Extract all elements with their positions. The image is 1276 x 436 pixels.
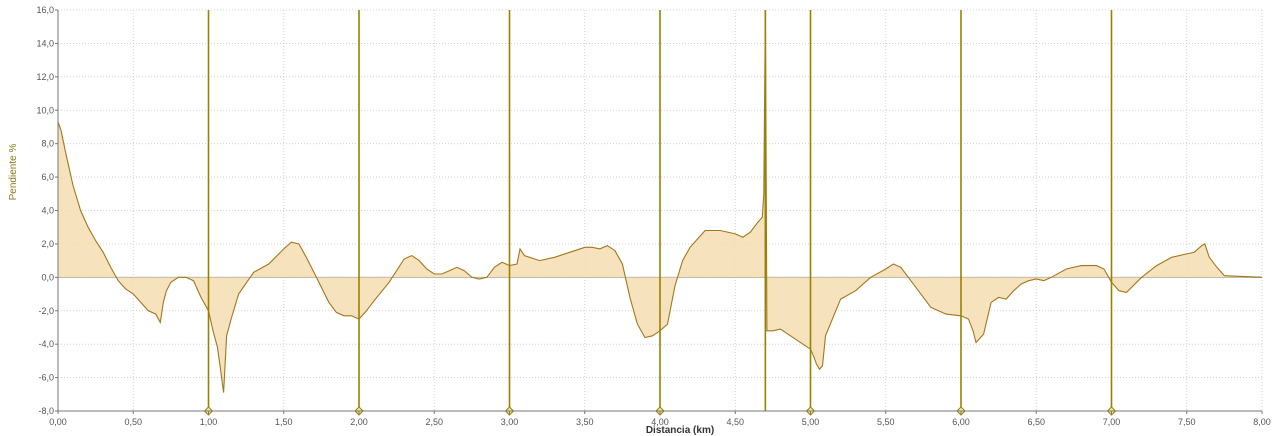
y-tick-label: -2,0: [38, 306, 54, 316]
x-tick-label: 6,50: [1027, 417, 1045, 427]
x-tick-label: 0,00: [49, 417, 67, 427]
x-tick-label: 6,00: [952, 417, 970, 427]
y-tick-label: 16,0: [36, 5, 54, 15]
y-tick-label: -6,0: [38, 373, 54, 383]
y-tick-label: 10,0: [36, 105, 54, 115]
x-tick-label: 2,00: [350, 417, 368, 427]
x-tick-label: 7,00: [1103, 417, 1121, 427]
y-tick-label: 6,0: [41, 172, 54, 182]
x-tick-label: 0,50: [124, 417, 142, 427]
y-tick-label: -8,0: [38, 406, 54, 416]
y-tick-label: 14,0: [36, 38, 54, 48]
x-tick-label: 4,00: [651, 417, 669, 427]
x-tick-label: 3,50: [576, 417, 594, 427]
x-tick-label: 8,00: [1253, 417, 1271, 427]
x-tick-label: 7,50: [1178, 417, 1196, 427]
x-tick-label: 5,00: [802, 417, 820, 427]
x-tick-label: 5,50: [877, 417, 895, 427]
km-markers: [203, 10, 1117, 416]
y-axis-label: Pendiente %: [8, 144, 19, 201]
y-tick-labels: 16,0 14,0 12,0 10,0 8,0 6,0 4,0 2,0 0,0 -2,0 -4,0 -…: [36, 5, 58, 416]
y-tick-label: 2,0: [41, 239, 54, 249]
y-tick-label: 4,0: [41, 206, 54, 216]
y-tick-label: 8,0: [41, 139, 54, 149]
x-tick-label: 2,50: [425, 417, 443, 427]
y-tick-label: 12,0: [36, 72, 54, 82]
slope-line: [57, 9, 1263, 393]
x-tick-label: 4,50: [726, 417, 744, 427]
y-tick-label: 0,0: [41, 272, 54, 282]
x-tick-labels: 0,00 0,50 1,00 1,50 2,00 2,50 3,00 3,50 4,00 4,50…: [49, 411, 1271, 427]
x-axis-label: Distancia (km): [646, 425, 714, 436]
x-tick-label: 1,50: [275, 417, 293, 427]
y-tick-label: -4,0: [38, 339, 54, 349]
x-tick-label: 3,00: [501, 417, 519, 427]
x-tick-label: 1,00: [200, 417, 218, 427]
